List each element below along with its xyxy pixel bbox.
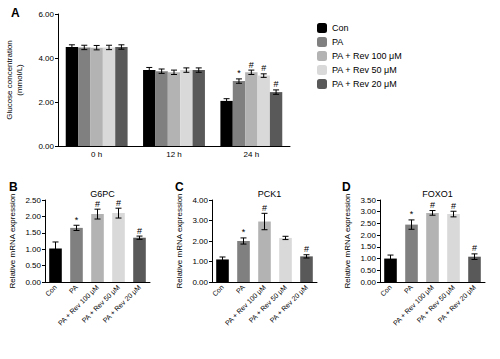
svg-text:2.00: 2.00 xyxy=(25,212,41,221)
svg-text:#: # xyxy=(262,203,267,213)
svg-text:PA + Rev 100 μM: PA + Rev 100 μM xyxy=(391,283,435,327)
svg-text:#: # xyxy=(95,199,100,209)
svg-text:PA + Rev 20 μM: PA + Rev 20 μM xyxy=(436,283,477,324)
svg-text:0.50: 0.50 xyxy=(25,261,41,270)
svg-text:PA + Rev 50 μM: PA + Rev 50 μM xyxy=(415,283,456,324)
svg-text:12 h: 12 h xyxy=(166,150,182,159)
svg-text:0.00: 0.00 xyxy=(192,278,208,287)
svg-text:2.50: 2.50 xyxy=(25,196,41,205)
svg-text:FOXO1: FOXO1 xyxy=(422,189,453,199)
svg-text:PA + Rev 50 μM: PA + Rev 50 μM xyxy=(247,283,288,324)
svg-text:G6PC: G6PC xyxy=(90,189,115,199)
svg-text:6.00: 6.00 xyxy=(38,10,54,19)
svg-text:1.00: 1.00 xyxy=(192,257,208,266)
svg-text:#: # xyxy=(249,60,254,70)
svg-text:3.50: 3.50 xyxy=(360,196,376,205)
svg-text:PCK1: PCK1 xyxy=(258,189,282,199)
svg-text:PA + Rev 20 μM: PA + Rev 20 μM xyxy=(268,283,309,324)
svg-text:PA + Rev 100 μM: PA + Rev 100 μM xyxy=(332,51,402,61)
svg-text:0.00: 0.00 xyxy=(360,278,376,287)
svg-text:PA + Rev 100 μM: PA + Rev 100 μM xyxy=(56,283,100,327)
svg-text:PA: PA xyxy=(332,37,343,47)
svg-text:PA: PA xyxy=(235,283,246,294)
svg-text:Relative mRNA expression: Relative mRNA expression xyxy=(175,193,184,288)
svg-text:Con: Con xyxy=(379,283,393,297)
svg-text:Con: Con xyxy=(211,283,225,297)
svg-text:PA + Rev 50 μM: PA + Rev 50 μM xyxy=(332,65,397,75)
svg-text:*: * xyxy=(75,215,79,225)
svg-text:PA + Rev 20 μM: PA + Rev 20 μM xyxy=(101,283,142,324)
svg-text:PA + Rev 50 μM: PA + Rev 50 μM xyxy=(80,283,121,324)
svg-text:*: * xyxy=(242,227,246,237)
svg-text:24 h: 24 h xyxy=(244,150,260,159)
svg-text:2.00: 2.00 xyxy=(38,98,54,107)
svg-text:Relative mRNA expression: Relative mRNA expression xyxy=(8,193,17,288)
svg-text:1.50: 1.50 xyxy=(25,228,41,237)
svg-text:#: # xyxy=(116,198,121,208)
svg-text:A: A xyxy=(11,6,20,20)
svg-text:3.00: 3.00 xyxy=(360,207,376,216)
svg-text:#: # xyxy=(261,63,266,73)
svg-text:Relative mRNA expression: Relative mRNA expression xyxy=(343,193,352,288)
svg-text:D: D xyxy=(342,180,351,194)
svg-text:2.00: 2.00 xyxy=(360,231,376,240)
svg-text:PA + Rev 100 μM: PA + Rev 100 μM xyxy=(223,283,267,327)
svg-text:0.50: 0.50 xyxy=(360,266,376,275)
svg-text:2.50: 2.50 xyxy=(360,219,376,228)
svg-text:#: # xyxy=(274,79,279,89)
svg-text:2.00: 2.00 xyxy=(192,237,208,246)
svg-text:#: # xyxy=(451,201,456,211)
svg-text:#: # xyxy=(304,244,309,254)
svg-text:0 h: 0 h xyxy=(91,150,102,159)
svg-text:PA + Rev 20 μM: PA + Rev 20 μM xyxy=(332,79,397,89)
svg-text:(mmol/L): (mmol/L) xyxy=(15,64,24,96)
svg-text:1.00: 1.00 xyxy=(25,245,41,254)
svg-text:C: C xyxy=(175,180,184,194)
svg-text:4.00: 4.00 xyxy=(192,196,208,205)
svg-text:0.00: 0.00 xyxy=(25,278,41,287)
svg-text:Con: Con xyxy=(44,283,58,297)
svg-text:*: * xyxy=(410,209,414,219)
svg-text:1.50: 1.50 xyxy=(360,242,376,251)
svg-text:1.00: 1.00 xyxy=(360,254,376,263)
svg-text:4.00: 4.00 xyxy=(38,54,54,63)
svg-text:PA: PA xyxy=(403,283,414,294)
svg-text:#: # xyxy=(137,226,142,236)
svg-text:*: * xyxy=(237,68,241,78)
svg-text:#: # xyxy=(472,243,477,253)
svg-text:PA: PA xyxy=(68,283,79,294)
svg-text:Con: Con xyxy=(332,23,349,33)
svg-text:#: # xyxy=(430,200,435,210)
svg-text:Glucose concentration: Glucose concentration xyxy=(5,40,14,120)
svg-text:3.00: 3.00 xyxy=(192,216,208,225)
svg-text:0.00: 0.00 xyxy=(38,142,54,151)
svg-text:B: B xyxy=(9,180,18,194)
